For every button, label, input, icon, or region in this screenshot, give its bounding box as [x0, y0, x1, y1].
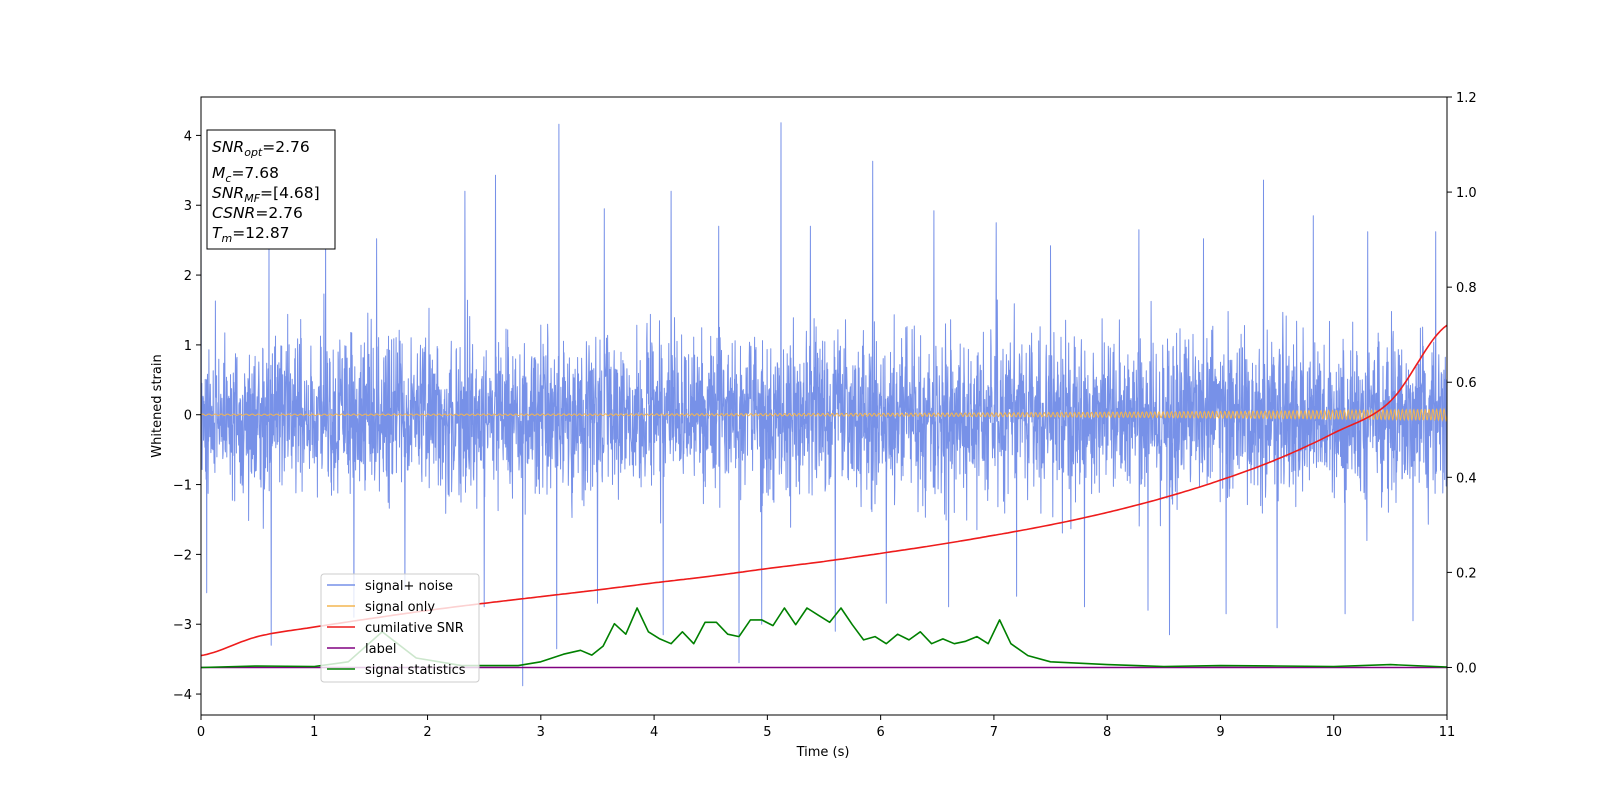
legend-frame — [320, 573, 480, 683]
y2-axis-ticks: 0.0 0.2 0.4 0.6 0.8 1.0 1.2 — [1447, 91, 1477, 676]
legend-label-stats: signal statistics — [365, 663, 466, 678]
y2-tick-label: 0.6 — [1456, 376, 1477, 391]
plot-frame — [200, 96, 1448, 716]
y2-tick-label: 1.0 — [1456, 186, 1477, 201]
x-tick-label: 7 — [990, 725, 998, 740]
y-tick-label: −2 — [173, 548, 192, 563]
x-axis-label: Time (s) — [796, 745, 850, 760]
y-tick-label: 4 — [184, 129, 192, 144]
y2-tick-label: 0.2 — [1456, 566, 1477, 581]
y2-tick-label: 0.0 — [1456, 661, 1477, 676]
y-tick-label: −1 — [173, 479, 192, 494]
x-tick-label: 4 — [650, 725, 658, 740]
y2-tick-label: 0.4 — [1456, 471, 1477, 486]
legend-label-signal: signal only — [365, 600, 435, 615]
series-signal-plus-noise — [201, 122, 1447, 687]
info-mc: Mc=7.68 — [212, 164, 279, 185]
y2-tick-label: 1.2 — [1456, 91, 1477, 106]
x-tick-label: 10 — [1325, 725, 1342, 740]
legend-label-noise: signal+ noise — [365, 579, 453, 594]
series-signal-only — [201, 407, 1447, 423]
legend-label-label: label — [365, 642, 396, 657]
y-tick-label: −4 — [173, 688, 192, 703]
x-tick-label: 6 — [876, 725, 884, 740]
info-box-frame — [206, 129, 336, 250]
y-tick-label: 2 — [184, 269, 192, 284]
x-tick-label: 2 — [423, 725, 431, 740]
x-axis-ticks: 0 1 2 3 4 5 6 7 8 9 10 11 — [197, 715, 1455, 740]
x-tick-label: 0 — [197, 725, 205, 740]
info-csnr: CSNR=2.76 — [212, 204, 303, 222]
x-tick-label: 3 — [537, 725, 545, 740]
info-snr-opt: SNRopt=2.76 — [212, 138, 310, 159]
info-snr-mf: SNRMF=[4.68] — [212, 184, 320, 205]
y-axis-ticks: −4 −3 −2 −1 0 1 2 3 4 — [173, 129, 201, 703]
legend: signal+ noise signal only cumilative SNR… — [320, 573, 480, 683]
x-tick-label: 5 — [763, 725, 771, 740]
x-tick-label: 8 — [1103, 725, 1111, 740]
y-tick-label: 1 — [184, 339, 192, 354]
y-tick-label: 0 — [184, 409, 192, 424]
x-tick-label: 9 — [1216, 725, 1224, 740]
y-tick-label: −3 — [173, 618, 192, 633]
y-axis-label: Whitened strain — [150, 354, 165, 457]
x-tick-label: 11 — [1439, 725, 1456, 740]
y2-tick-label: 0.8 — [1456, 281, 1477, 296]
series-signal-statistics — [201, 607, 1447, 669]
info-box: SNRopt=2.76 Mc=7.68 SNRMF=[4.68] CSNR=2.… — [206, 129, 336, 250]
y-tick-label: 3 — [184, 199, 192, 214]
legend-label-csnr: cumilative SNR — [365, 621, 464, 636]
x-tick-label: 1 — [310, 725, 318, 740]
info-tm: Tm=12.87 — [212, 224, 290, 245]
